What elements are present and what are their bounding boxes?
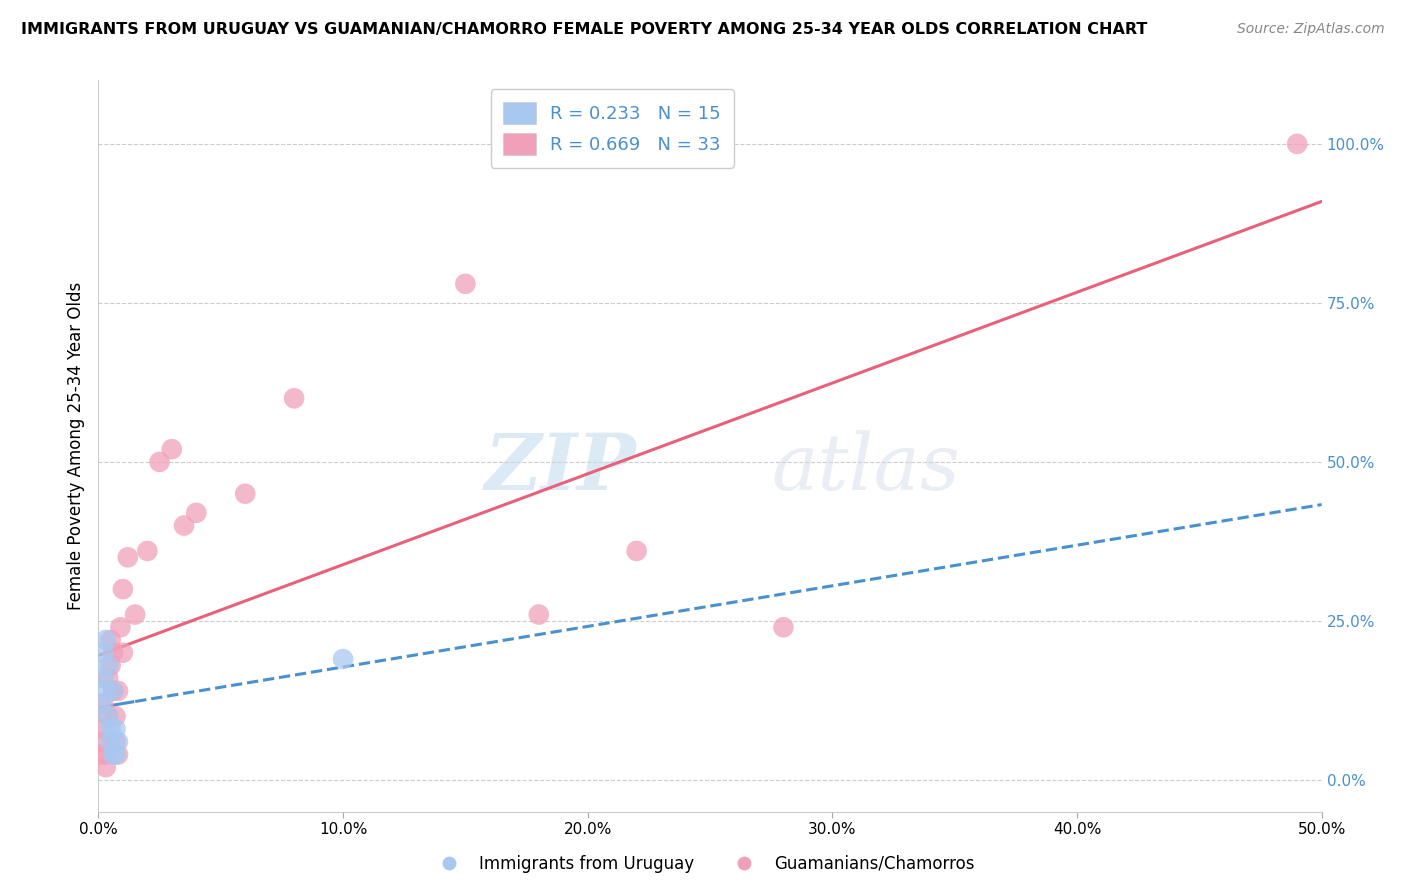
- Point: [101, 684, 124, 698]
- Text: IMMIGRANTS FROM URUGUAY VS GUAMANIAN/CHAMORRO FEMALE POVERTY AMONG 25-34 YEAR OL: IMMIGRANTS FROM URUGUAY VS GUAMANIAN/CHA…: [21, 22, 1147, 37]
- Point: [97, 709, 120, 723]
- Point: [160, 442, 183, 457]
- Point: [97, 658, 120, 673]
- Point: [97, 709, 120, 723]
- Point: [332, 652, 354, 666]
- Point: [117, 550, 139, 565]
- Text: ZIP: ZIP: [485, 430, 637, 506]
- Point: [94, 684, 117, 698]
- Point: [107, 735, 129, 749]
- Point: [90, 735, 112, 749]
- Point: [149, 455, 172, 469]
- Legend: Immigrants from Uruguay, Guamanians/Chamorros: Immigrants from Uruguay, Guamanians/Cham…: [425, 848, 981, 880]
- Point: [101, 684, 124, 698]
- Point: [186, 506, 208, 520]
- Point: [104, 747, 127, 762]
- Point: [91, 722, 114, 736]
- Point: [111, 582, 134, 596]
- Legend: R = 0.233   N = 15, R = 0.669   N = 33: R = 0.233 N = 15, R = 0.669 N = 33: [491, 89, 734, 168]
- Point: [173, 518, 195, 533]
- Point: [233, 486, 256, 500]
- Point: [100, 658, 122, 673]
- Point: [91, 671, 114, 685]
- Text: Source: ZipAtlas.com: Source: ZipAtlas.com: [1237, 22, 1385, 37]
- Point: [527, 607, 550, 622]
- Text: atlas: atlas: [772, 430, 960, 506]
- Point: [94, 747, 117, 762]
- Point: [104, 709, 127, 723]
- Point: [111, 646, 134, 660]
- Point: [94, 632, 117, 647]
- Point: [626, 544, 648, 558]
- Point: [100, 632, 122, 647]
- Point: [101, 646, 124, 660]
- Point: [100, 735, 122, 749]
- Point: [101, 747, 124, 762]
- Point: [100, 722, 122, 736]
- Point: [283, 392, 305, 406]
- Point: [772, 620, 794, 634]
- Point: [97, 671, 120, 685]
- Point: [104, 735, 127, 749]
- Point: [1286, 136, 1309, 151]
- Point: [107, 747, 129, 762]
- Point: [110, 620, 132, 634]
- Point: [124, 607, 146, 622]
- Point: [104, 722, 127, 736]
- Y-axis label: Female Poverty Among 25-34 Year Olds: Female Poverty Among 25-34 Year Olds: [66, 282, 84, 610]
- Point: [90, 697, 112, 711]
- Point: [454, 277, 477, 291]
- Point: [107, 684, 129, 698]
- Point: [91, 646, 114, 660]
- Point: [90, 747, 112, 762]
- Point: [91, 697, 114, 711]
- Point: [94, 760, 117, 774]
- Point: [136, 544, 159, 558]
